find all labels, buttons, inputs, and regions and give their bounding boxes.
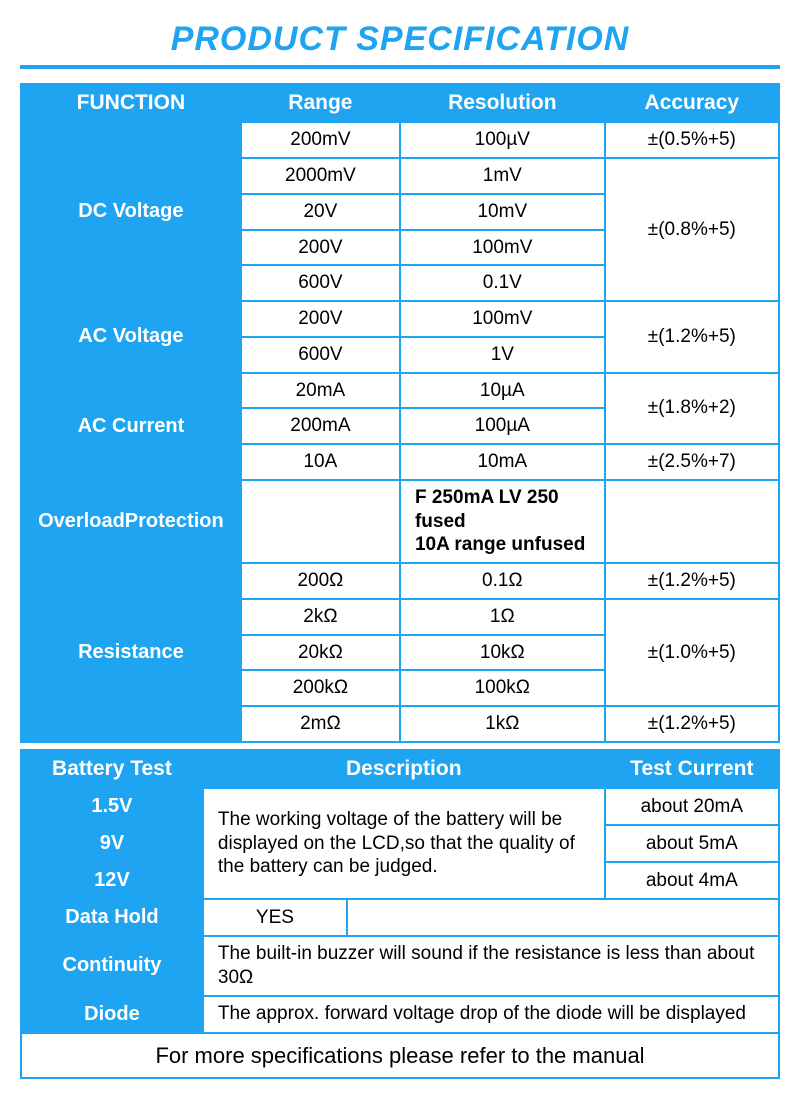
cell-resolution: 0.1Ω: [400, 563, 605, 599]
battery-table: Battery Test Description Test Current 1.…: [20, 749, 780, 1079]
cell-range: 200Ω: [241, 563, 400, 599]
cell-resolution: 1kΩ: [400, 706, 605, 742]
cell-resolution: 0.1V: [400, 265, 605, 301]
page-title: PRODUCT SPECIFICATION: [20, 12, 780, 69]
footer-note: For more specifications please refer to …: [21, 1033, 779, 1079]
battery-current: about 4mA: [605, 862, 779, 899]
col-function: FUNCTION: [21, 84, 241, 122]
diode-text: The approx. forward voltage drop of the …: [203, 996, 779, 1033]
cell-range: 600V: [241, 337, 400, 373]
overload-line2: 10A range unfused: [415, 533, 596, 557]
data-hold-value: YES: [203, 899, 347, 936]
fn-continuity: Continuity: [21, 936, 203, 996]
cell-range: 20mA: [241, 373, 400, 409]
cell-accuracy: ±(0.8%+5): [605, 158, 779, 301]
spec-table: FUNCTION Range Resolution Accuracy DC Vo…: [20, 83, 780, 743]
cell-range: 200kΩ: [241, 670, 400, 706]
cell-accuracy: ±(1.8%+2): [605, 373, 779, 445]
cell-resolution: 100µV: [400, 122, 605, 158]
cell-resolution: 1Ω: [400, 599, 605, 635]
cell-range: 2kΩ: [241, 599, 400, 635]
col-description: Description: [203, 750, 605, 788]
battery-description: The working voltage of the battery will …: [203, 788, 605, 899]
cell-range: 200mA: [241, 408, 400, 444]
cell-accuracy: [605, 480, 779, 563]
cell-range: 2000mV: [241, 158, 400, 194]
cell-range: 200V: [241, 301, 400, 337]
fn-resistance: Resistance: [21, 563, 241, 742]
battery-12v: 12V: [21, 862, 203, 899]
battery-current: about 5mA: [605, 825, 779, 862]
fn-overload: OverloadProtection: [21, 480, 241, 563]
cell-range: 10A: [241, 444, 400, 480]
cell-accuracy: ±(1.2%+5): [605, 706, 779, 742]
battery-9v: 9V: [21, 825, 203, 862]
cell-range: 20V: [241, 194, 400, 230]
cell-resolution: 10µA: [400, 373, 605, 409]
overload-line1: F 250mA LV 250 fused: [415, 486, 596, 534]
fn-dc-voltage: DC Voltage: [21, 122, 241, 301]
cell-resolution: 100mV: [400, 301, 605, 337]
fn-ac-current: AC Current: [21, 373, 241, 480]
cell-accuracy: ±(1.2%+5): [605, 563, 779, 599]
cell-resolution: 100kΩ: [400, 670, 605, 706]
col-resolution: Resolution: [400, 84, 605, 122]
empty-cell: [347, 899, 779, 936]
cell-accuracy: ±(1.2%+5): [605, 301, 779, 373]
cell-accuracy: ±(0.5%+5): [605, 122, 779, 158]
cell-range: 200mV: [241, 122, 400, 158]
cell-resolution: 100µA: [400, 408, 605, 444]
cell-range: 200V: [241, 230, 400, 266]
continuity-text: The built-in buzzer will sound if the re…: [203, 936, 779, 996]
cell-range: 2mΩ: [241, 706, 400, 742]
cell-overload-text: F 250mA LV 250 fused 10A range unfused: [400, 480, 605, 563]
cell-accuracy: ±(2.5%+7): [605, 444, 779, 480]
cell-range: 600V: [241, 265, 400, 301]
cell-resolution: 1V: [400, 337, 605, 373]
cell-range: 20kΩ: [241, 635, 400, 671]
col-test-current: Test Current: [605, 750, 779, 788]
cell-accuracy: ±(1.0%+5): [605, 599, 779, 706]
battery-1-5v: 1.5V: [21, 788, 203, 825]
cell-resolution: 10kΩ: [400, 635, 605, 671]
cell-resolution: 10mV: [400, 194, 605, 230]
cell-range: [241, 480, 400, 563]
battery-current: about 20mA: [605, 788, 779, 825]
cell-resolution: 10mA: [400, 444, 605, 480]
col-accuracy: Accuracy: [605, 84, 779, 122]
fn-diode: Diode: [21, 996, 203, 1033]
cell-resolution: 1mV: [400, 158, 605, 194]
fn-data-hold: Data Hold: [21, 899, 203, 936]
col-range: Range: [241, 84, 400, 122]
col-battery-test: Battery Test: [21, 750, 203, 788]
fn-ac-voltage: AC Voltage: [21, 301, 241, 373]
cell-resolution: 100mV: [400, 230, 605, 266]
